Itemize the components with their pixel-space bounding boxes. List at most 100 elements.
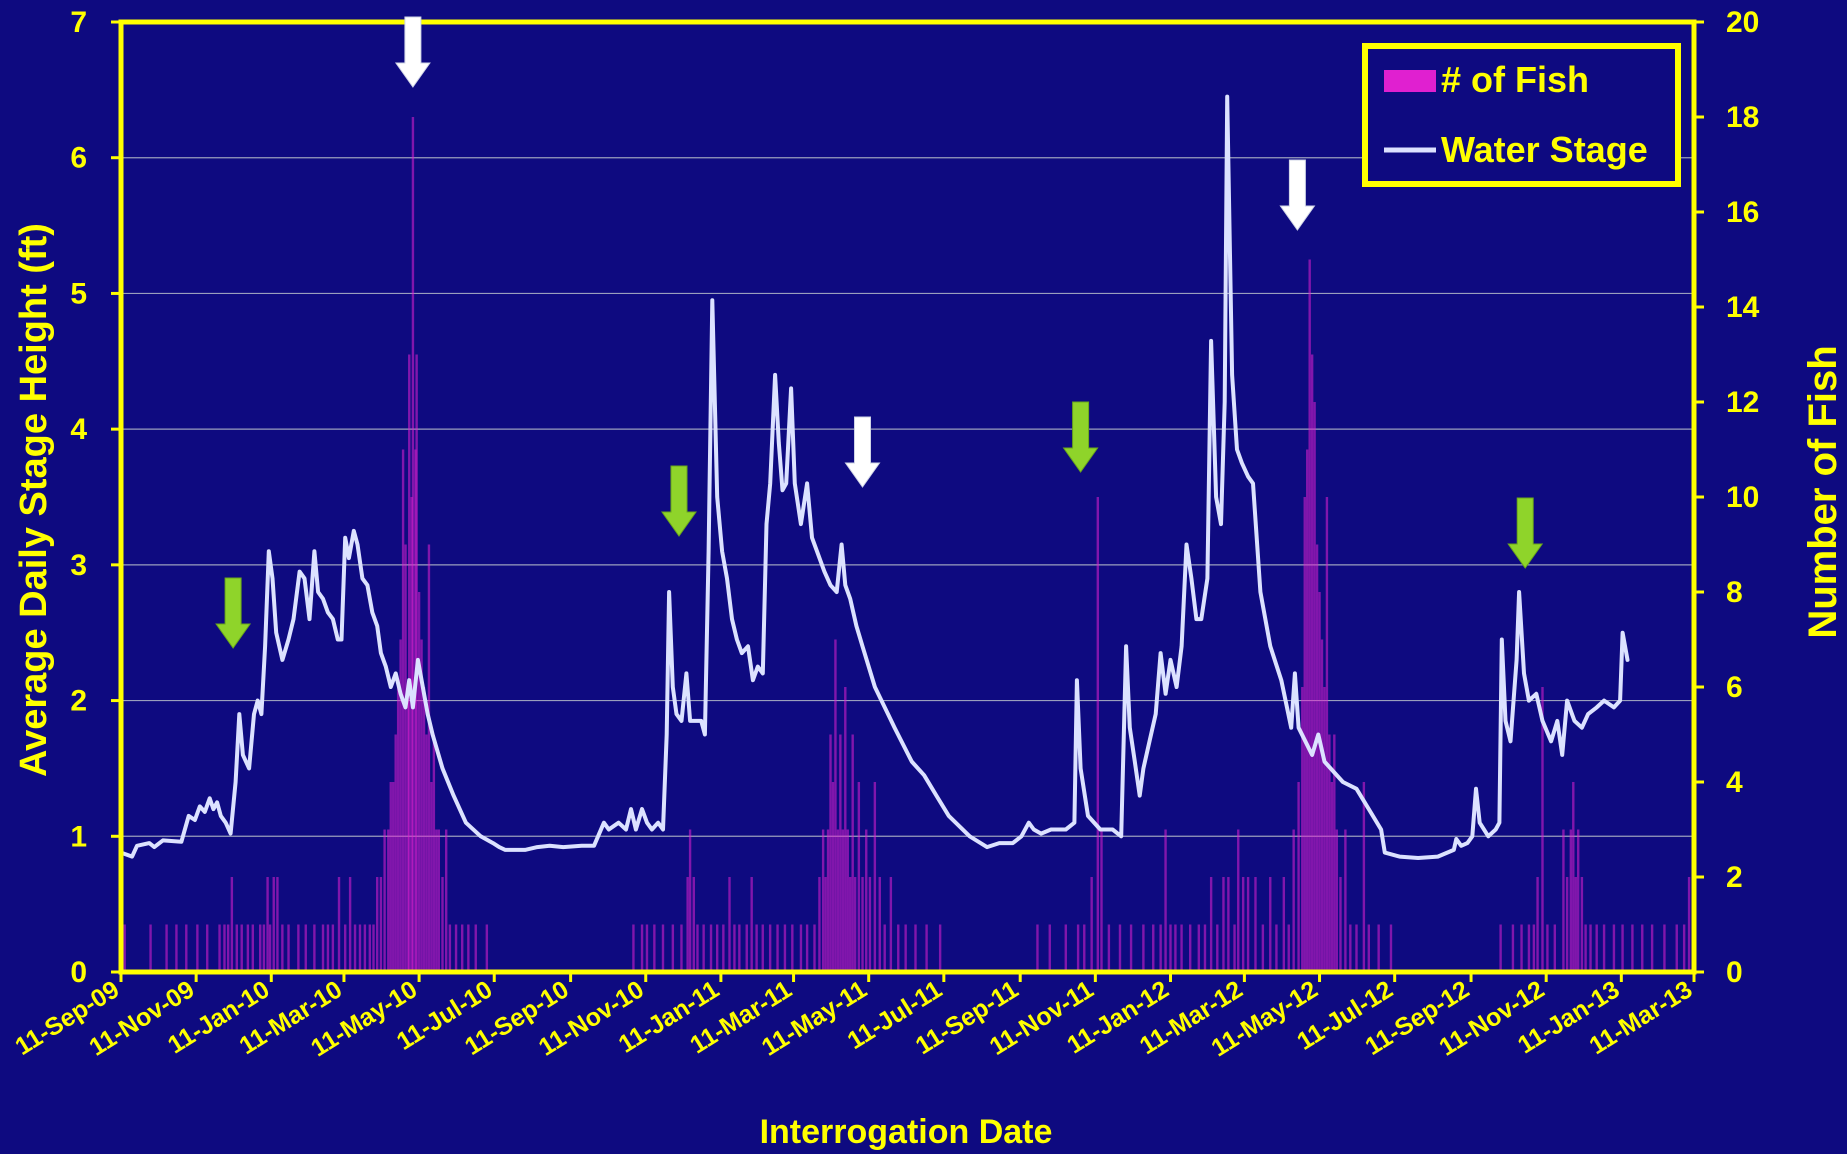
fish-bar [1306, 449, 1309, 972]
fish-bar [1565, 877, 1569, 972]
y-axis-right-title: Number of Fish [1801, 345, 1845, 638]
fish-bar [1303, 497, 1306, 972]
fish-bar [485, 924, 489, 972]
y-right-tick-label: 6 [1726, 671, 1743, 704]
fish-bar [799, 924, 803, 972]
fish-bar [1553, 924, 1557, 972]
fish-bar [281, 924, 284, 972]
fish-bar [1188, 924, 1192, 972]
fish-bar [938, 924, 942, 972]
fish-bar [868, 877, 872, 972]
fish-bar [246, 924, 250, 972]
fish-bar [1241, 877, 1245, 972]
y-right-tick-label: 12 [1726, 386, 1759, 419]
x-axis-title: Interrogation Date [760, 1113, 1053, 1151]
fish-bar [1339, 877, 1342, 972]
legend-fish-label: # of Fish [1441, 59, 1589, 100]
fish-bar [1203, 924, 1207, 972]
fish-bar [826, 829, 830, 972]
fish-bar [897, 924, 900, 972]
fish-bar [688, 829, 692, 972]
fish-bar [276, 877, 279, 972]
fish-bar [1129, 924, 1133, 972]
fish-bar [448, 924, 452, 972]
y-right-tick-label: 14 [1726, 291, 1760, 324]
fish-bar [1325, 497, 1329, 972]
fish-bar [123, 924, 126, 972]
y-left-tick-label: 4 [70, 413, 87, 446]
y-right-tick-label: 2 [1726, 861, 1743, 894]
fish-bar [1328, 734, 1331, 972]
fish-bar [715, 924, 719, 972]
fish-bar [226, 924, 230, 972]
fish-bar [185, 924, 188, 972]
fish-bar [1222, 877, 1225, 972]
fish-bar [399, 639, 402, 972]
y-right-tick-label: 0 [1726, 956, 1743, 989]
fish-bar [175, 924, 178, 972]
fish-bar [1096, 497, 1100, 972]
fish-bar [1367, 924, 1371, 972]
fish-bar [1569, 829, 1573, 972]
fish-bar [396, 687, 400, 972]
fish-bar [722, 924, 725, 972]
fish-bar [432, 734, 436, 972]
fish-bar [831, 782, 835, 972]
fish-bar [878, 877, 881, 972]
fish-bar [1292, 829, 1295, 972]
fish-bar [692, 877, 695, 972]
water-stage-line [119, 94, 1630, 860]
fish-bar [467, 924, 470, 972]
fish-bar [839, 734, 842, 972]
y-right-tick-label: 16 [1726, 196, 1759, 229]
fish-bar [266, 877, 269, 972]
y-left-tick-label: 0 [70, 956, 87, 989]
fish-bar [738, 924, 741, 972]
fish-bar [435, 829, 438, 972]
fish-bar [376, 877, 379, 972]
fish-bar [1246, 877, 1250, 972]
fish-bar [441, 877, 444, 972]
fish-bar [1335, 829, 1338, 972]
fish-bar [1541, 687, 1544, 972]
fish-bar [846, 829, 849, 972]
fish-bar [414, 449, 417, 972]
fish-bar [417, 592, 421, 972]
fish-bar [1310, 354, 1314, 972]
fish-bar [776, 924, 779, 972]
y-right-tick-label: 8 [1726, 576, 1743, 609]
fish-bar [165, 924, 168, 972]
fish-bar [206, 924, 209, 972]
fish-bar [1650, 924, 1654, 972]
fish-bar [1301, 687, 1304, 972]
fish-bar [326, 924, 330, 972]
fish-bar [791, 924, 794, 972]
fish-bar [1261, 924, 1265, 972]
fish-bar [1083, 924, 1086, 972]
fish-bar [297, 924, 300, 972]
fish-bar [1315, 544, 1319, 972]
fish-bar [411, 117, 415, 972]
fish-bar [1254, 877, 1257, 972]
fish-bar [829, 734, 832, 972]
fish-bar [1574, 877, 1577, 972]
annotation-arrows [215, 16, 1544, 649]
fish-bar [196, 924, 199, 972]
fish-bar [873, 782, 877, 972]
fish-bar [1216, 924, 1219, 972]
fish-bar [420, 639, 423, 972]
fish-bar [632, 924, 635, 972]
fish-bar [387, 829, 390, 972]
fish-bar [1107, 924, 1111, 972]
fish-bar [745, 924, 748, 972]
fish-bar [1142, 924, 1145, 972]
fish-bar [661, 924, 665, 972]
fish-bar [818, 877, 821, 972]
fish-bar [1532, 924, 1536, 972]
y-right-tick-label: 20 [1726, 6, 1759, 39]
fish-bar [268, 924, 272, 972]
fish-bar [1675, 924, 1678, 972]
